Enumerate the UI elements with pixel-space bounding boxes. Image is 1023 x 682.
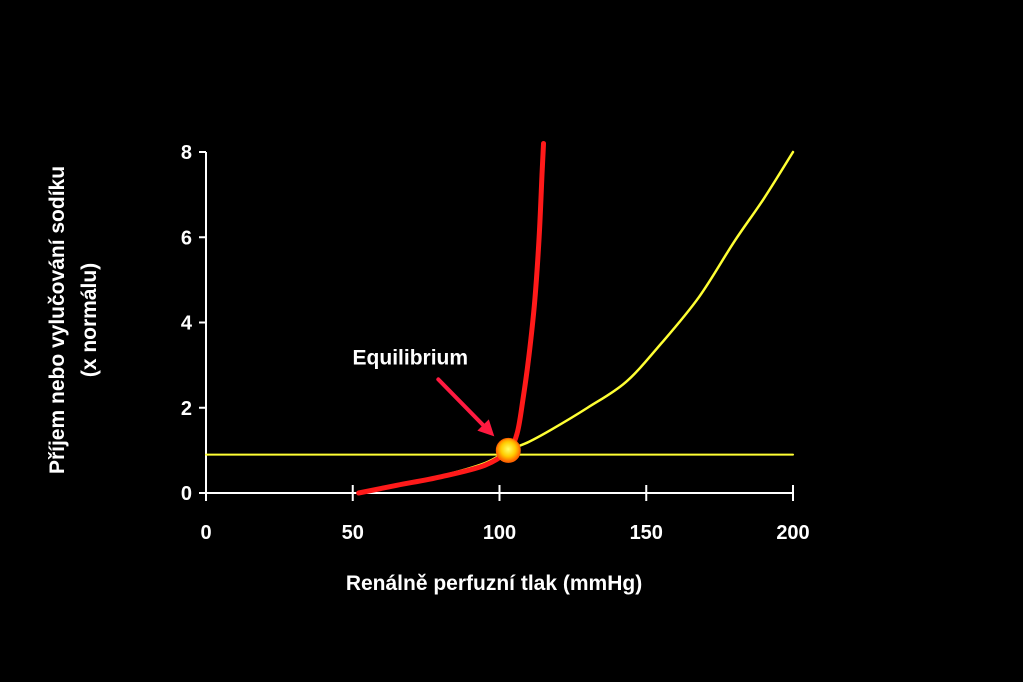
y-tick-label: 0 bbox=[181, 483, 192, 505]
x-tick-label: 200 bbox=[776, 522, 809, 544]
y-axis-title-line-1: Příjem nebo vylučování sodíku bbox=[46, 166, 69, 474]
x-tick-label: 50 bbox=[342, 522, 364, 544]
y-tick-label: 4 bbox=[181, 313, 193, 335]
x-axis-title: Renálně perfuzní tlak (mmHg) bbox=[346, 572, 642, 595]
y-tick-label: 6 bbox=[181, 227, 192, 249]
y-axis-title-line-2: (x normálu) bbox=[78, 263, 101, 377]
axes: 0 2 4 6 8 0 50 100 150 200 bbox=[181, 142, 810, 544]
x-tick-label: 0 bbox=[200, 522, 211, 544]
series-layer bbox=[205, 140, 795, 496]
equilibrium-arrow bbox=[436, 377, 491, 433]
excretion-curve-yellow bbox=[357, 150, 795, 495]
axis-labels: Renálně perfuzní tlak (mmHg) Příjem nebo… bbox=[46, 166, 642, 595]
equilibrium-point bbox=[495, 437, 521, 463]
equilibrium-label: Equilibrium bbox=[353, 346, 469, 369]
y-tick-label: 8 bbox=[181, 142, 192, 164]
x-tick-label: 150 bbox=[630, 522, 663, 544]
annotation-layer: Equilibrium bbox=[353, 346, 521, 463]
x-tick-label: 100 bbox=[483, 522, 516, 544]
equilibrium-arrowhead bbox=[477, 419, 495, 437]
excretion-curve-red bbox=[356, 140, 547, 496]
y-tick-label: 2 bbox=[181, 398, 192, 420]
